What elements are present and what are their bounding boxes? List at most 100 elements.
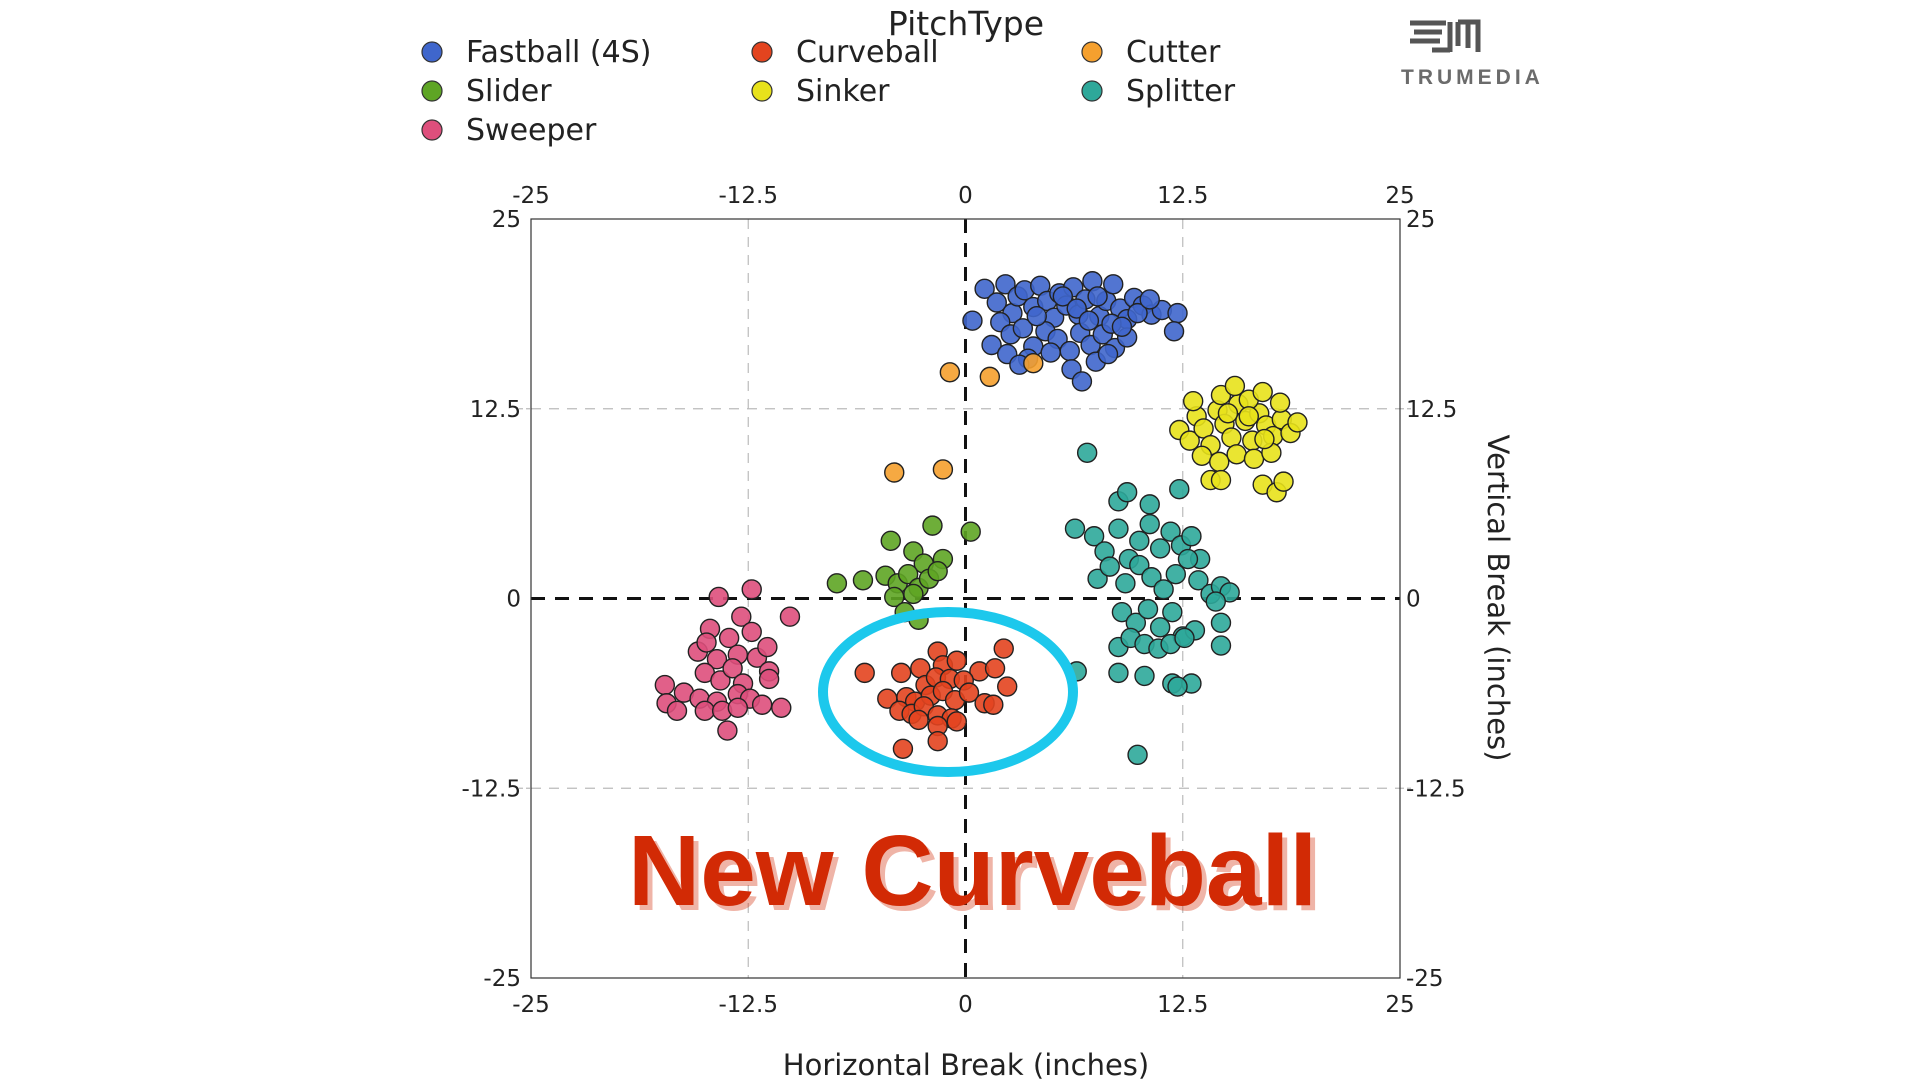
- data-point: [1108, 518, 1129, 539]
- data-point: [1254, 428, 1275, 450]
- legend-label: Slider: [466, 74, 552, 109]
- data-point: [1169, 479, 1190, 500]
- data-point: [1023, 353, 1044, 374]
- data-point: [995, 274, 1016, 295]
- data-point: [771, 697, 792, 718]
- data-point: [717, 720, 738, 741]
- data-point: [1026, 305, 1047, 327]
- data-point: [758, 668, 780, 690]
- y-tick-label: -12.5: [461, 776, 521, 802]
- data-point: [1040, 342, 1061, 363]
- data-point: [1012, 318, 1034, 339]
- data-point: [1059, 340, 1080, 362]
- y-axis-title: Vertical Break (inches): [1481, 435, 1515, 762]
- data-point: [1210, 635, 1232, 656]
- data-point: [1273, 471, 1294, 492]
- data-point: [1134, 665, 1155, 687]
- data-point: [1129, 530, 1150, 552]
- legend-marker: [421, 119, 443, 141]
- data-point: [1097, 343, 1119, 365]
- data-point: [710, 670, 731, 691]
- data-point: [1153, 579, 1174, 600]
- x-tick-label: 25: [1385, 992, 1414, 1018]
- data-point: [1167, 676, 1188, 697]
- y-tick-label-right: 12.5: [1406, 397, 1457, 423]
- data-point: [1269, 392, 1291, 413]
- annotation-text: New Curveball: [628, 815, 1317, 927]
- data-point: [880, 530, 901, 552]
- data-point: [1116, 482, 1138, 503]
- y-tick-label-right: -25: [1406, 966, 1444, 992]
- data-point: [1066, 298, 1087, 319]
- data-point: [1099, 556, 1120, 577]
- data-point: [1210, 612, 1232, 633]
- data-point: [741, 579, 762, 600]
- data-point: [979, 366, 1001, 388]
- y-tick-label: 0: [506, 587, 521, 613]
- plot-frame: [530, 218, 1401, 979]
- data-point: [1078, 310, 1100, 331]
- y-tick-label-right: 25: [1406, 207, 1435, 233]
- data-point: [751, 694, 773, 715]
- data-point: [1129, 554, 1150, 576]
- data-point: [927, 730, 948, 752]
- data-point: [731, 606, 752, 627]
- data-point: [1167, 302, 1188, 324]
- data-point: [1064, 518, 1086, 539]
- data-point: [1083, 526, 1105, 547]
- data-point: [1139, 494, 1160, 515]
- data-point: [1149, 538, 1171, 559]
- data-point: [1243, 448, 1265, 470]
- legend-marker: [1081, 41, 1103, 63]
- data-point: [1076, 442, 1098, 463]
- data-point: [983, 694, 1004, 715]
- data-point: [1162, 601, 1183, 623]
- data-point: [696, 632, 717, 653]
- legend-label: Sweeper: [466, 113, 597, 148]
- data-point: [897, 564, 919, 585]
- data-point: [1139, 513, 1160, 535]
- data-point: [932, 459, 954, 480]
- data-point: [1238, 406, 1259, 427]
- highlight-ellipse: [818, 607, 1078, 777]
- trumedia-logo-icon: [1410, 19, 1481, 53]
- data-point: [946, 711, 968, 732]
- legend-marker: [751, 41, 773, 63]
- x-tick-label-top: -25: [512, 183, 550, 209]
- data-point: [1149, 617, 1171, 638]
- annotation-shadow: New Curveball: [633, 820, 1322, 932]
- data-point: [1188, 570, 1209, 591]
- data-point: [922, 515, 943, 536]
- data-point: [1165, 564, 1186, 585]
- data-point: [1163, 321, 1185, 342]
- data-point: [1139, 289, 1160, 310]
- points-layer: [654, 271, 1308, 766]
- data-point: [960, 521, 981, 542]
- data-point: [718, 627, 740, 649]
- data-point: [997, 676, 1018, 697]
- data-point: [1052, 286, 1074, 307]
- data-point: [1103, 274, 1124, 295]
- data-point: [779, 606, 801, 627]
- x-tick-label: -25: [512, 992, 550, 1018]
- data-point: [984, 658, 1006, 679]
- data-point: [1111, 601, 1133, 623]
- y-tick-label: 25: [492, 207, 521, 233]
- legend-items: Fastball (4S) Curveball Cutter Slider Sinker…: [421, 35, 1236, 148]
- data-point: [981, 334, 1002, 356]
- data-point: [962, 310, 983, 331]
- data-point: [927, 560, 948, 582]
- trumedia-logo-text: TRUMEDIA: [1401, 66, 1544, 89]
- x-tick-label: 12.5: [1157, 992, 1208, 1018]
- data-point: [1071, 371, 1093, 392]
- legend-marker: [751, 80, 773, 102]
- y-tick-label-right: 0: [1406, 587, 1421, 613]
- data-point: [1205, 591, 1226, 612]
- x-tick-label-top: 0: [958, 183, 973, 209]
- data-point: [892, 738, 914, 759]
- data-point: [1191, 445, 1213, 467]
- data-point: [974, 278, 995, 300]
- data-point: [939, 362, 961, 383]
- data-point: [741, 621, 762, 643]
